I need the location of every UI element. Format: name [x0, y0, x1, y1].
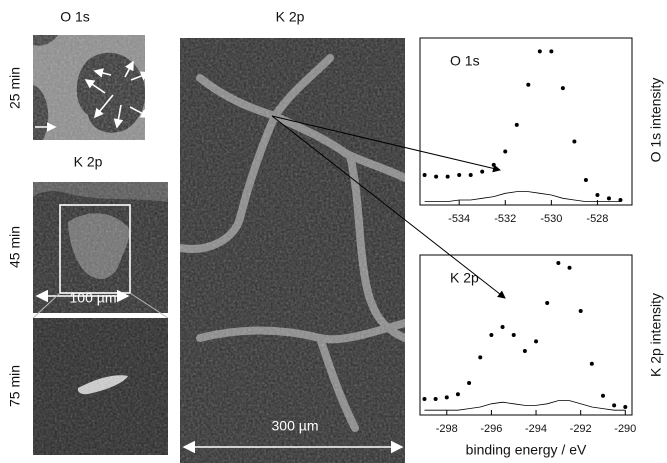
micrograph [180, 38, 405, 463]
data-point [457, 173, 461, 177]
data-point [489, 333, 493, 337]
data-point [446, 175, 450, 179]
time-label: 45 min [7, 226, 23, 268]
panel-title: K 2p [74, 154, 103, 170]
micrograph [33, 318, 168, 455]
data-point [549, 49, 553, 53]
x-tick-label: -290 [614, 423, 636, 435]
data-point [423, 173, 427, 177]
data-point [595, 193, 599, 197]
data-point [503, 150, 507, 154]
data-point [478, 355, 482, 359]
y-axis-label: K 2p intensity [648, 293, 664, 377]
data-point [469, 173, 473, 177]
x-tick-label: -296 [480, 423, 502, 435]
data-point [492, 163, 496, 167]
x-tick-label: -294 [525, 423, 547, 435]
time-label: 25 min [7, 67, 23, 109]
x-tick-label: -530 [540, 213, 562, 225]
data-point [434, 175, 438, 179]
scale-label: 100 µm [70, 290, 117, 306]
data-point [534, 339, 538, 343]
data-point [607, 196, 611, 200]
plot-title: K 2p [450, 270, 479, 286]
data-point [480, 170, 484, 174]
data-point [422, 397, 426, 401]
data-point [579, 309, 583, 313]
time-label: 75 min [7, 365, 23, 407]
data-point [445, 395, 449, 399]
y-axis-label: O 1s intensity [648, 78, 664, 163]
data-point [523, 349, 527, 353]
data-point [612, 403, 616, 407]
scale-label: 300 µm [272, 418, 319, 434]
data-point [590, 362, 594, 366]
data-point [556, 261, 560, 265]
x-tick-label: -534 [448, 213, 470, 225]
micrograph [33, 35, 149, 140]
data-point [467, 381, 471, 385]
figure: O 1s K 2p K 2p 25 min 45 min 75 min 100 … [0, 0, 667, 463]
data-point [538, 49, 542, 53]
x-tick-label: -532 [494, 213, 516, 225]
data-point [623, 405, 627, 409]
data-point [584, 178, 588, 182]
panel-title: K 2p [276, 9, 305, 25]
plot-title: O 1s [450, 53, 480, 69]
x-axis-label: binding energy / eV [466, 442, 587, 458]
panel-title: O 1s [60, 9, 90, 25]
x-tick-label: -292 [570, 423, 592, 435]
data-point [501, 325, 505, 329]
data-point [572, 140, 576, 144]
data-point [526, 83, 530, 87]
data-point [561, 86, 565, 90]
data-point [545, 301, 549, 305]
x-tick-label: -528 [586, 213, 608, 225]
data-point [512, 333, 516, 337]
data-point [434, 397, 438, 401]
data-point [568, 266, 572, 270]
data-point [456, 392, 460, 396]
data-point [601, 394, 605, 398]
x-tick-label: -298 [436, 423, 458, 435]
data-point [515, 123, 519, 127]
